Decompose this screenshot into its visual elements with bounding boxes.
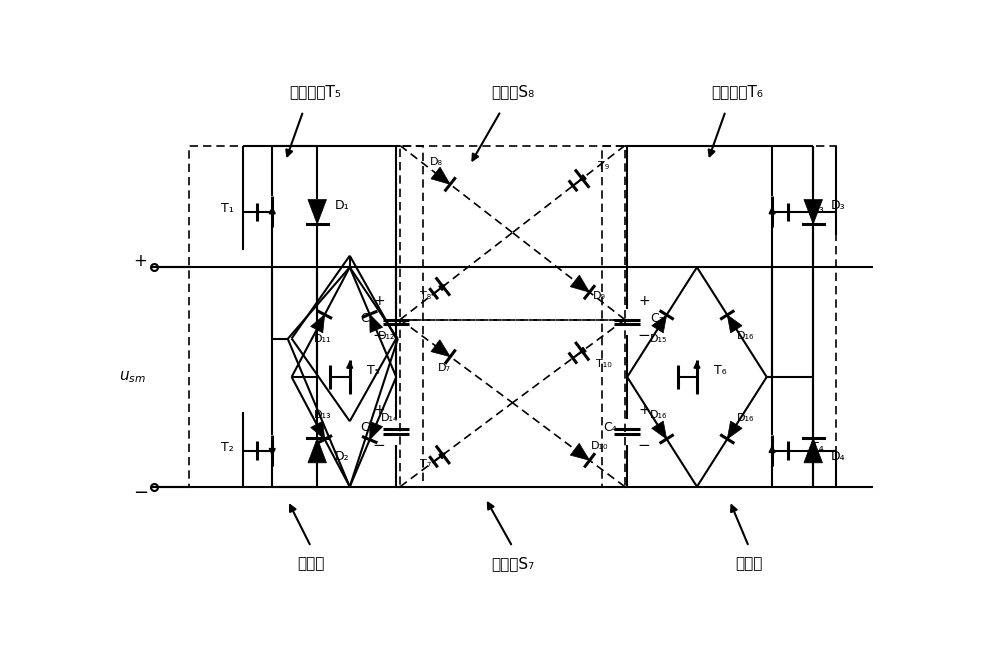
Polygon shape [652,315,667,333]
Text: 双向开关T₆: 双向开关T₆ [711,84,763,99]
Polygon shape [727,315,742,333]
Text: T₅: T₅ [367,364,380,377]
Polygon shape [308,200,326,224]
Text: D₁₅: D₁₅ [650,334,667,344]
Polygon shape [652,421,667,439]
Text: T₁: T₁ [221,202,234,215]
Polygon shape [804,200,822,224]
Text: T₉: T₉ [598,161,609,172]
Polygon shape [570,275,590,292]
Polygon shape [431,167,450,184]
Text: T₈: T₈ [420,291,431,301]
Text: D₂: D₂ [334,450,349,463]
Text: T₁₀: T₁₀ [596,358,612,369]
Text: D₁₃: D₁₃ [313,410,331,420]
Text: −: − [373,438,386,453]
Text: T₄: T₄ [811,441,823,454]
Text: +: + [638,293,650,308]
Polygon shape [308,438,326,463]
Text: +: + [638,403,650,417]
Text: 左半桥: 左半桥 [297,556,325,571]
Polygon shape [727,421,742,439]
Text: T₂: T₂ [221,441,234,454]
Text: D₄: D₄ [830,450,845,463]
Text: C₃: C₃ [650,312,664,325]
Text: D₁₂: D₁₂ [378,331,396,341]
Text: C₂: C₂ [360,421,374,434]
Text: +: + [373,293,385,308]
Text: 双向开关T₅: 双向开关T₅ [289,84,341,99]
Polygon shape [311,314,325,333]
Text: D₁₆: D₁₆ [650,410,667,420]
Bar [400,145,625,320]
Text: D₁₁: D₁₁ [313,334,331,344]
Polygon shape [370,421,383,440]
Text: C₄: C₄ [603,421,617,434]
Text: D₁₆: D₁₆ [737,331,754,341]
Text: D₁₀: D₁₀ [590,441,608,451]
Text: D₁₄: D₁₄ [381,413,399,423]
Text: D₁₆: D₁₆ [737,413,754,423]
Text: C₁: C₁ [360,312,374,325]
Text: $u_{sm}$: $u_{sm}$ [119,369,146,385]
Text: D₁: D₁ [334,199,349,212]
Bar [602,145,836,487]
Polygon shape [431,340,450,357]
Text: −: − [638,438,651,453]
Text: 开关组S₈: 开关组S₈ [491,84,534,99]
Polygon shape [804,438,822,463]
Text: T₇: T₇ [420,459,431,469]
Polygon shape [570,443,590,460]
Text: D₈: D₈ [430,157,443,167]
Text: +: + [373,403,385,417]
Text: D₇: D₇ [438,363,451,373]
Bar [189,145,423,487]
Text: −: − [133,484,148,502]
Text: +: + [134,252,147,270]
Text: D₃: D₃ [830,199,845,212]
Text: 开关组S₇: 开关组S₇ [491,556,534,571]
Text: −: − [373,328,386,343]
Text: −: − [638,328,651,343]
Polygon shape [370,314,383,333]
Text: T₃: T₃ [811,202,823,215]
Text: D₉: D₉ [593,291,606,301]
Bar [400,320,625,487]
Text: 右半桥: 右半桥 [735,556,763,571]
Polygon shape [311,421,325,440]
Text: T₆: T₆ [714,364,727,377]
